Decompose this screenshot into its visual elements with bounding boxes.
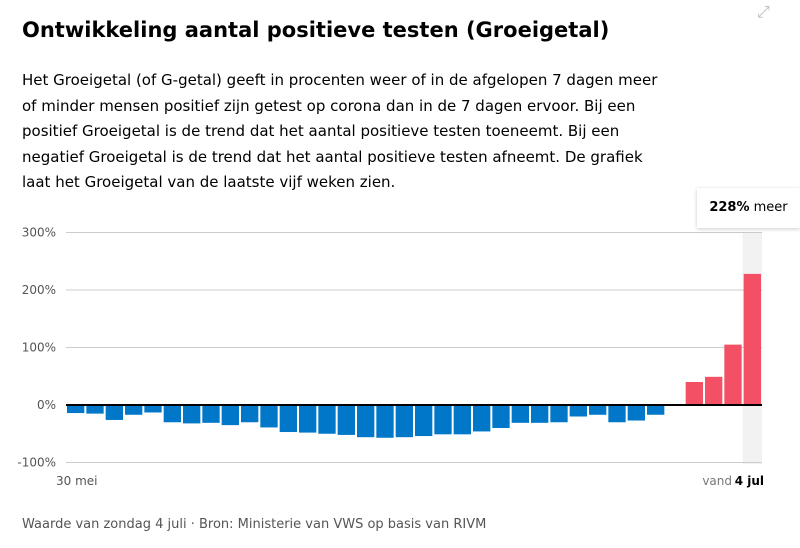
bar bbox=[144, 405, 162, 413]
bar bbox=[492, 405, 510, 428]
bar bbox=[221, 405, 239, 426]
bar bbox=[415, 405, 433, 437]
bar bbox=[685, 382, 703, 405]
bar bbox=[434, 405, 452, 435]
bar bbox=[743, 273, 761, 405]
source-note: Waarde van zondag 4 juli · Bron: Ministe… bbox=[22, 517, 487, 532]
bar bbox=[550, 405, 568, 423]
bar bbox=[86, 405, 104, 414]
bar bbox=[163, 405, 181, 423]
tooltip: 228% meer bbox=[697, 188, 800, 228]
bar bbox=[357, 405, 375, 438]
y-tick-label: 100% bbox=[22, 341, 56, 355]
bar bbox=[183, 405, 201, 424]
bar bbox=[105, 405, 123, 420]
bar bbox=[202, 405, 220, 423]
bar bbox=[453, 405, 471, 435]
bar bbox=[705, 376, 723, 405]
bar bbox=[473, 405, 491, 432]
bar bbox=[608, 405, 626, 423]
bar bbox=[724, 344, 742, 405]
bar bbox=[627, 405, 645, 421]
bar bbox=[125, 405, 143, 415]
bar bbox=[299, 405, 317, 433]
bar bbox=[395, 405, 413, 438]
bar bbox=[318, 405, 336, 434]
bar bbox=[531, 405, 549, 423]
bar bbox=[376, 405, 394, 438]
y-tick-label: 200% bbox=[22, 283, 56, 297]
chart-title: Ontwikkeling aantal positieve testen (Gr… bbox=[22, 18, 610, 42]
y-tick-label: 0% bbox=[37, 398, 56, 412]
bar bbox=[279, 405, 297, 433]
bar-chart: -100% 0% 100% 200% 300% 30 mei vand 4 jul bbox=[17, 226, 764, 489]
bar bbox=[589, 405, 607, 415]
chart-description: Het Groeigetal (of G-getal) geeft in pro… bbox=[22, 71, 658, 192]
bar bbox=[647, 405, 665, 415]
expand-icon[interactable]: ⤢ bbox=[757, 2, 770, 21]
bar bbox=[241, 405, 259, 423]
bar bbox=[511, 405, 529, 423]
x-tick-label-start: 30 mei bbox=[56, 474, 98, 488]
y-tick-label: 300% bbox=[22, 226, 56, 240]
bar bbox=[260, 405, 278, 428]
tooltip-value: 228% bbox=[709, 200, 750, 215]
bar bbox=[67, 405, 85, 414]
bar bbox=[569, 405, 587, 417]
tooltip-suffix: meer bbox=[749, 200, 788, 215]
x-tick-label-prefix: vand bbox=[702, 474, 732, 488]
bar bbox=[337, 405, 355, 435]
y-tick-label: -100% bbox=[17, 456, 56, 470]
x-tick-label-end: 4 jul bbox=[735, 474, 764, 488]
